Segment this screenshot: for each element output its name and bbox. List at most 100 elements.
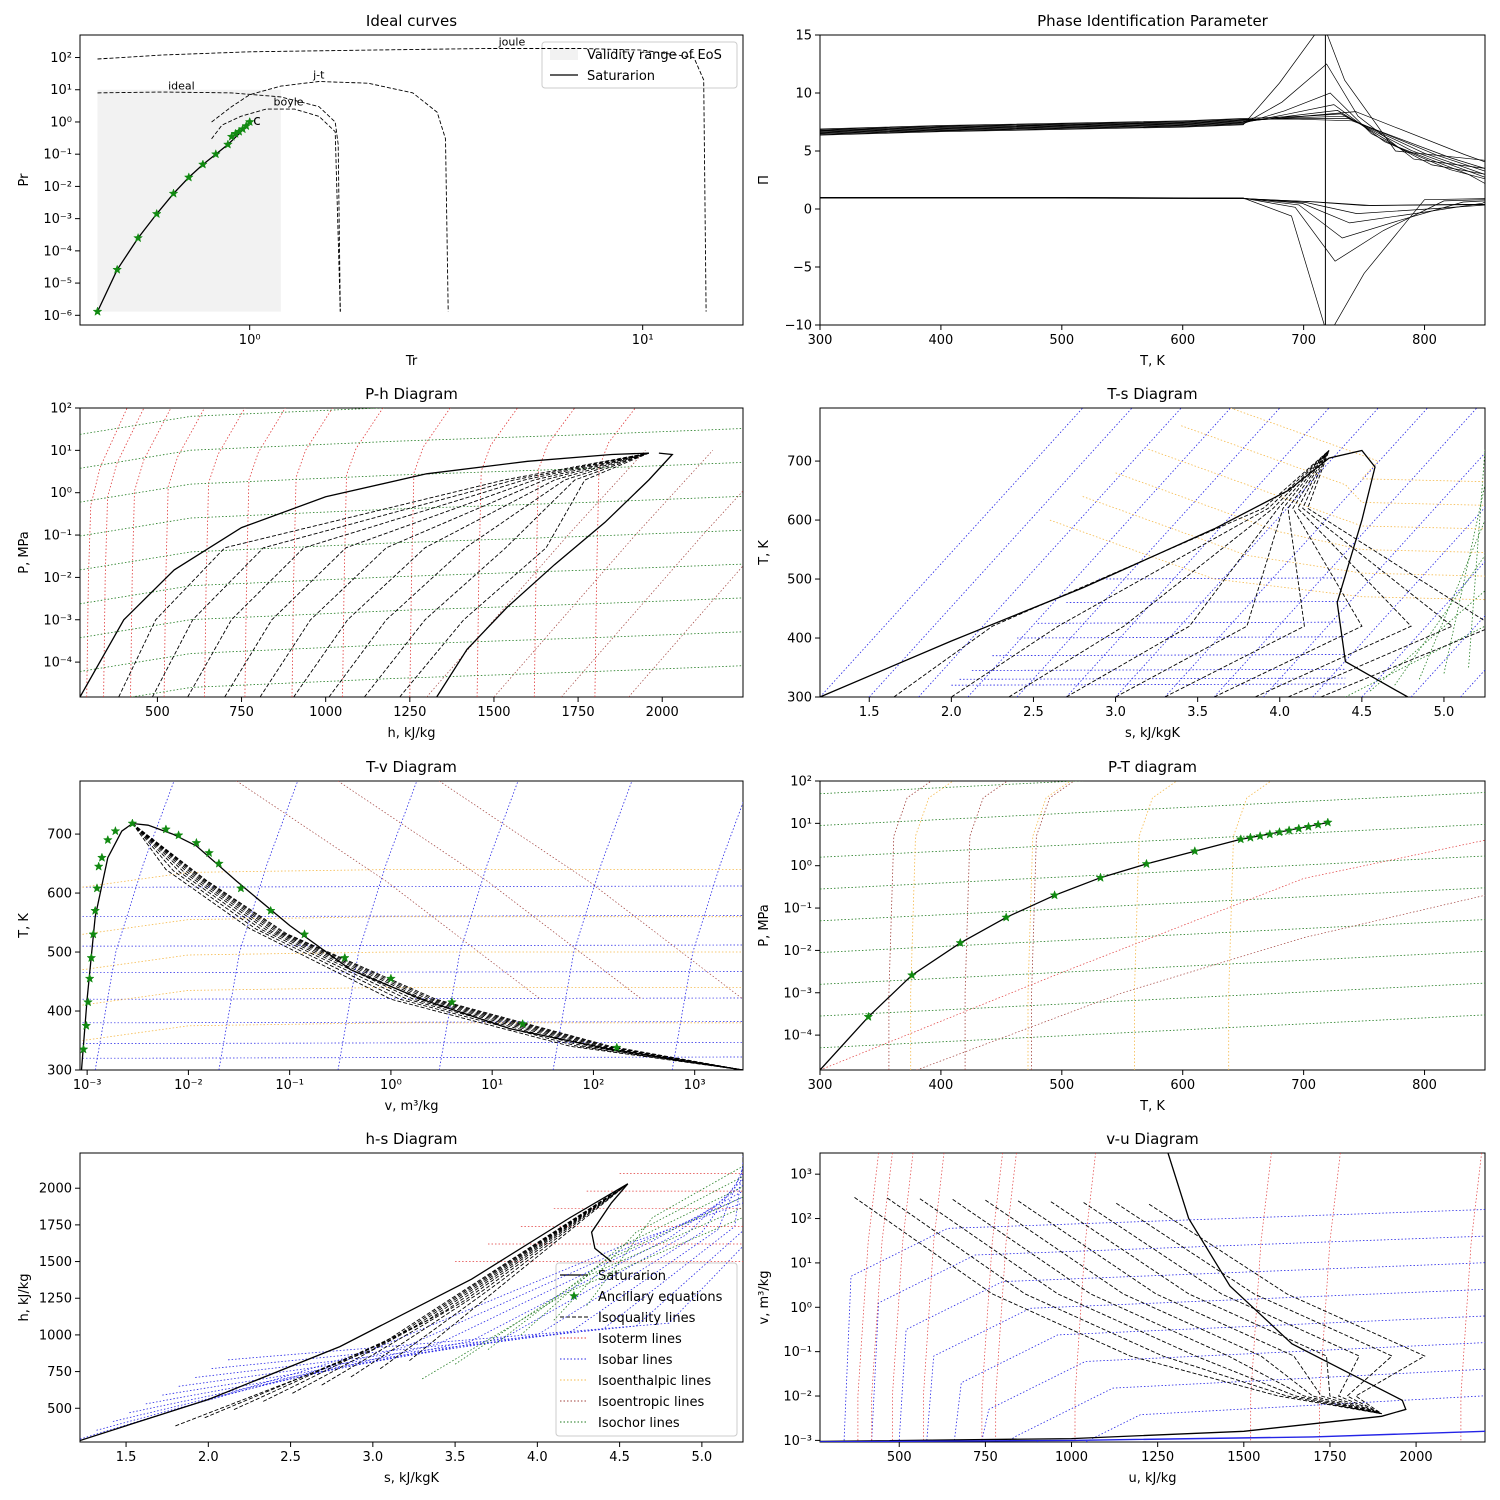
ph-plot-area [80, 408, 743, 697]
vu-x-tick-label: 1000 [1055, 1450, 1088, 1465]
annotation-joule: joule [498, 35, 526, 48]
isoentropic-line [439, 781, 743, 1000]
isobar-line [1036, 1395, 1485, 1442]
ancillary-marker [80, 1044, 89, 1054]
isobar-line [843, 1209, 1485, 1441]
isoquality-line [952, 1199, 1382, 1415]
isoquality-line [1017, 1200, 1382, 1415]
vu-y-tick-label: 10¹ [790, 1256, 812, 1271]
hs-frame [79, 1152, 744, 1443]
ancillary-marker [385, 973, 396, 983]
pip-y-tick-label: −5 [793, 261, 812, 276]
ideal-y-tick-label: 10⁻² [43, 180, 72, 195]
isobar-line [951, 683, 1346, 686]
vu-y-tick-label: 10² [790, 1212, 812, 1227]
ancillary-marker [183, 172, 194, 182]
legend-label: Isoquality lines [598, 1311, 696, 1326]
ancillary-marker [90, 905, 101, 915]
annotation-boyle: boyle [274, 96, 304, 109]
isoquality-line [350, 1183, 629, 1378]
ancillary-marker [1095, 872, 1106, 882]
isochor-line [820, 855, 1485, 890]
tv-plot-area [80, 781, 743, 1070]
hs-x-tick-label: 1.5 [116, 1450, 137, 1465]
ph-x-tick-label: 1250 [393, 705, 426, 720]
ancillary-marker [955, 937, 966, 948]
isoenthalpic-line [1049, 519, 1485, 601]
ph-x-tick-label: 1000 [309, 705, 342, 720]
pt-y-tick-label: 10⁻⁴ [783, 1029, 812, 1044]
isoentropic-line [337, 781, 642, 1000]
pt-y-tick-label: 10⁻³ [783, 986, 812, 1001]
ancillary-marker [863, 1011, 874, 1022]
isobar-line [228, 1245, 743, 1361]
ancillary-marker [127, 818, 138, 828]
isoenthalpic-line [82, 951, 743, 971]
ph-x-tick-label: 750 [229, 705, 254, 720]
pip-curve [820, 118, 1485, 196]
ancillary-marker [1322, 817, 1333, 827]
isotherm-line [476, 408, 518, 697]
pip-curve [820, 197, 1485, 262]
isoquality-line [364, 452, 649, 697]
legend-label: Isobar lines [598, 1353, 673, 1368]
tv-x-tick-label: 10² [583, 1078, 605, 1093]
isotherm-line [594, 408, 636, 697]
ancillary-marker [197, 159, 208, 169]
isobar-line [871, 1235, 1485, 1441]
pip-x-tick-label: 300 [808, 333, 833, 348]
tv-y-axis-label: T, K [17, 913, 32, 939]
pip-y-tick-label: 0 [804, 203, 812, 218]
tv-x-tick-label: 10⁻² [174, 1078, 203, 1093]
isobar-line [82, 1041, 743, 1044]
isoquality-line [893, 450, 1330, 697]
isoenthalpic-line [1148, 448, 1485, 530]
isoquality-line [132, 823, 743, 1070]
isoenthalpic-line [1134, 781, 1177, 1070]
isotherm-line [871, 1153, 893, 1441]
legend-box [555, 1262, 738, 1437]
ancillary-marker [1284, 825, 1295, 835]
pt-x-tick-label: 300 [808, 1078, 833, 1093]
isoquality-line [224, 452, 649, 697]
hs-y-tick-label: 500 [47, 1402, 72, 1417]
validity-range-region [97, 89, 281, 312]
j-t-curve [211, 81, 449, 312]
ts-x-tick-label: 1.5 [859, 705, 880, 720]
pip-curve [820, 111, 1485, 198]
isobar-line [82, 915, 743, 918]
isobar-line [96, 1196, 743, 1431]
isoenthalpic-line [82, 869, 743, 888]
isobar-line [820, 408, 1083, 697]
isobar-line [926, 1289, 1485, 1441]
isobar-line [82, 1021, 743, 1024]
pip-curve [820, 197, 1485, 224]
isoquality-line [132, 823, 743, 1070]
pt-y-axis-label: P, MPa [757, 904, 772, 947]
isotherm-line [409, 408, 451, 697]
ts-y-tick-label: 300 [787, 691, 812, 706]
isoenthalpic-line [82, 987, 743, 1006]
isoenthalpic-line [82, 1022, 743, 1041]
isotherm-line [533, 408, 576, 697]
isobar-line [971, 668, 1346, 671]
ancillary-marker [1313, 819, 1324, 829]
isoquality-line [1116, 1202, 1393, 1415]
isobar-line [1263, 452, 1485, 697]
isoquality-line [1164, 450, 1330, 697]
ancillary-marker [1001, 912, 1012, 922]
isobar-line [82, 1056, 743, 1059]
isoquality-line [1050, 1201, 1382, 1415]
ideal-legend: Validity range of EoS Saturarion [541, 41, 738, 89]
pip-x-tick-label: 500 [1049, 333, 1074, 348]
isoquality-line [132, 823, 743, 1070]
pip-y-tick-label: −10 [785, 319, 812, 334]
isoquality-line [1307, 450, 1485, 697]
hs-title: h-s Diagram [366, 1130, 458, 1148]
vu-x-tick-label: 500 [887, 1450, 912, 1465]
joule-curve [97, 48, 707, 312]
isoquality-line [1148, 1203, 1426, 1415]
pip-x-tick-label: 800 [1412, 333, 1437, 348]
pt-axes: 300 400 500 600 700 800 10⁻⁴ 10⁻³ 10⁻² 10⁻¹ 10⁰ 10¹… [757, 758, 1486, 1114]
vu-x-tick-label: 1750 [1313, 1450, 1346, 1465]
